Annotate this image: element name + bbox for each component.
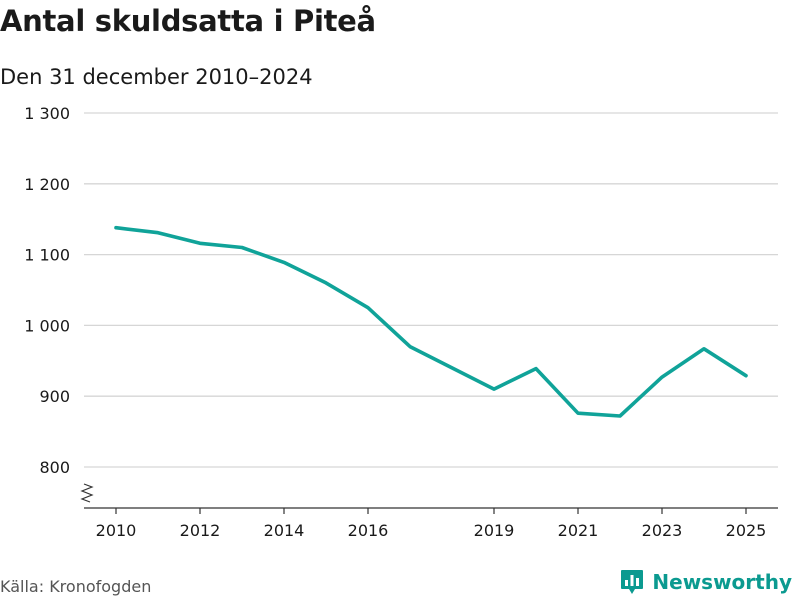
y-tick-label: 1 200: [24, 175, 70, 194]
brand-logo: Newsworthy: [620, 569, 792, 595]
y-tick-label: 900: [39, 387, 70, 406]
x-tick-label: 2021: [558, 521, 599, 540]
bar-chart-logo-icon: [621, 570, 644, 594]
chart-subtitle: Den 31 december 2010–2024: [0, 65, 313, 89]
gridlines: [84, 112, 778, 468]
x-tick-label: 2012: [180, 521, 221, 540]
x-tick-label: 2025: [726, 521, 767, 540]
y-tick-label: 800: [39, 458, 70, 477]
series-line: [114, 225, 748, 418]
brand-name: Newsworthy: [652, 570, 792, 594]
series-layer: [114, 225, 748, 418]
x-tick-label: 2019: [474, 521, 515, 540]
y-axis: 800 900 1 000 1 100 1 200 1 300: [24, 104, 94, 503]
y-tick-label: 1 000: [24, 316, 70, 335]
source-note: Källa: Kronofogden: [0, 577, 152, 596]
axis-break-icon: [80, 483, 94, 503]
chart-title: Antal skuldsatta i Piteå: [0, 4, 376, 38]
x-tick-label: 2010: [96, 521, 137, 540]
y-tick-label: 1 100: [24, 246, 70, 265]
x-tick-label: 2016: [348, 521, 389, 540]
x-tick-label: 2014: [264, 521, 305, 540]
x-axis: 2010 2012 2014 2016 2019 2021 2023 2025: [84, 507, 778, 540]
y-tick-label: 1 300: [24, 104, 70, 123]
x-tick-label: 2023: [642, 521, 683, 540]
